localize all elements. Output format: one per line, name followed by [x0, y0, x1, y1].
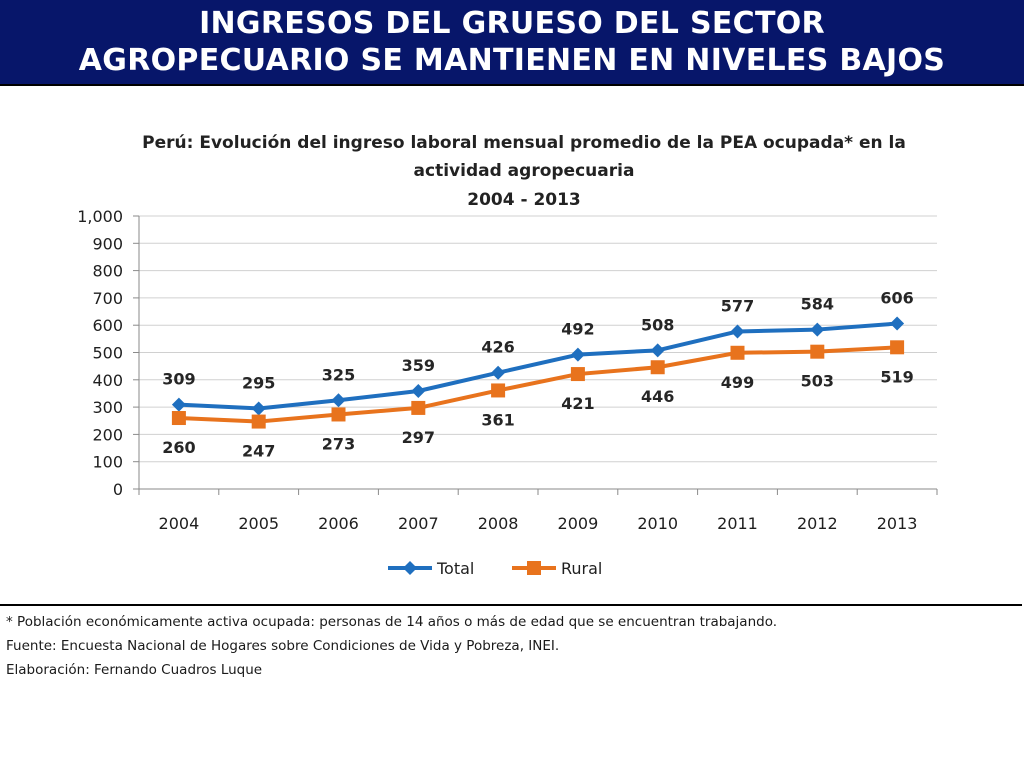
data-label-rural: 273 — [322, 434, 355, 453]
data-point-square — [730, 345, 745, 360]
data-label-rural: 519 — [880, 367, 913, 386]
y-tick-label: 600 — [92, 316, 123, 335]
footnote-definition: * Población económicamente activa ocupad… — [6, 614, 778, 630]
data-point-diamond — [810, 322, 825, 337]
chart-title: Perú: Evolución del ingreso laboral mens… — [142, 133, 906, 210]
series-line-total — [178, 321, 898, 411]
chart-title-line-3: 2004 - 2013 — [467, 190, 581, 210]
data-label-rural: 421 — [561, 394, 594, 413]
data-point-diamond — [403, 561, 417, 575]
y-tick-label: 0 — [113, 480, 123, 499]
x-tick-label: 2012 — [797, 514, 838, 533]
data-point-diamond — [171, 397, 186, 412]
data-label-total: 309 — [162, 370, 195, 389]
data-point-square — [650, 360, 665, 375]
data-point-diamond — [730, 324, 745, 339]
x-tick-label: 2013 — [877, 514, 918, 533]
y-tick-label: 400 — [92, 371, 123, 390]
legend-label-rural: Rural — [561, 559, 602, 578]
x-tick-label: 2007 — [398, 514, 439, 533]
footnote-source: Fuente: Encuesta Nacional de Hogares sob… — [6, 638, 560, 654]
data-labels: 309 295 325 359 426 492 508 577 584 606 260 247 273 2… — [162, 289, 914, 461]
data-label-total: 295 — [242, 373, 275, 392]
x-tick-label: 2008 — [478, 514, 519, 533]
legend-label-total: Total — [436, 559, 474, 578]
series-rural — [171, 340, 905, 429]
data-label-rural: 260 — [162, 438, 195, 457]
y-axis-ticks: 0 100 200 300 400 500 600 700 800 900 1,000 — [77, 207, 123, 499]
legend: Total Rural — [388, 559, 602, 578]
y-tick-label: 1,000 — [77, 207, 123, 226]
data-point-square — [890, 340, 905, 355]
x-tick-label: 2006 — [318, 514, 359, 533]
data-label-rural: 361 — [481, 410, 514, 429]
series-line-rural — [178, 345, 898, 424]
y-tick-label: 700 — [92, 289, 123, 308]
data-point-diamond — [251, 401, 266, 416]
data-point-square — [570, 367, 585, 382]
data-label-rural: 297 — [402, 428, 435, 447]
x-tick-label: 2005 — [238, 514, 279, 533]
x-tick-label: 2010 — [637, 514, 678, 533]
legend-item-rural: Rural — [512, 559, 602, 578]
footnotes: * Población económicamente activa ocupad… — [6, 610, 1016, 682]
data-point-diamond — [491, 365, 506, 380]
data-label-total: 492 — [561, 320, 594, 339]
y-tick-label: 900 — [92, 234, 123, 253]
x-tick-label: 2004 — [159, 514, 200, 533]
y-tick-label: 300 — [92, 398, 123, 417]
chart-title-line-2: actividad agropecuaria — [414, 161, 635, 181]
x-tick-label: 2011 — [717, 514, 758, 533]
data-point-diamond — [890, 316, 905, 331]
data-point-square — [527, 561, 541, 575]
data-point-diamond — [650, 343, 665, 358]
slide-title-banner: INGRESOS DEL GRUESO DEL SECTOR AGROPECUA… — [0, 0, 1024, 86]
y-tick-label: 100 — [92, 453, 123, 472]
series-total — [171, 316, 905, 416]
data-point-diamond — [331, 393, 346, 408]
data-label-total: 577 — [721, 296, 754, 315]
data-label-total: 426 — [481, 338, 514, 357]
data-label-total: 325 — [322, 365, 355, 384]
data-label-rural: 247 — [242, 442, 275, 461]
x-tick-label: 2009 — [558, 514, 599, 533]
slide-title-line-1: INGRESOS DEL GRUESO DEL SECTOR — [199, 6, 825, 41]
income-line-chart: Perú: Evolución del ingreso laboral mens… — [77, 133, 938, 578]
x-axis-ticks: 2004 2005 2006 2007 2008 2009 2010 2011 2012 2013 — [159, 514, 918, 533]
data-label-rural: 446 — [641, 387, 674, 406]
footnote-divider — [0, 604, 1022, 606]
data-point-square — [411, 400, 426, 415]
data-point-diamond — [570, 347, 585, 362]
data-label-total: 606 — [880, 289, 913, 308]
footnote-credit: Elaboración: Fernando Cuadros Luque — [6, 662, 263, 678]
slide-title-line-2: AGROPECUARIO SE MANTIENEN EN NIVELES BAJ… — [78, 43, 946, 78]
data-point-square — [251, 414, 266, 429]
data-point-square — [491, 383, 506, 398]
data-point-square — [810, 344, 825, 359]
legend-item-total: Total — [388, 559, 474, 578]
data-label-total: 584 — [801, 295, 834, 314]
y-tick-label: 500 — [92, 344, 123, 363]
series-layer — [171, 316, 905, 429]
chart-title-line-1: Perú: Evolución del ingreso laboral mens… — [142, 133, 906, 153]
data-point-square — [171, 411, 186, 426]
y-tick-label: 200 — [92, 425, 123, 444]
data-label-total: 508 — [641, 315, 674, 334]
y-tick-label: 800 — [92, 262, 123, 281]
data-label-rural: 503 — [801, 372, 834, 391]
data-label-total: 359 — [402, 356, 435, 375]
data-point-square — [331, 407, 346, 422]
data-label-rural: 499 — [721, 373, 754, 392]
axes — [133, 215, 938, 495]
data-point-diamond — [411, 383, 426, 398]
